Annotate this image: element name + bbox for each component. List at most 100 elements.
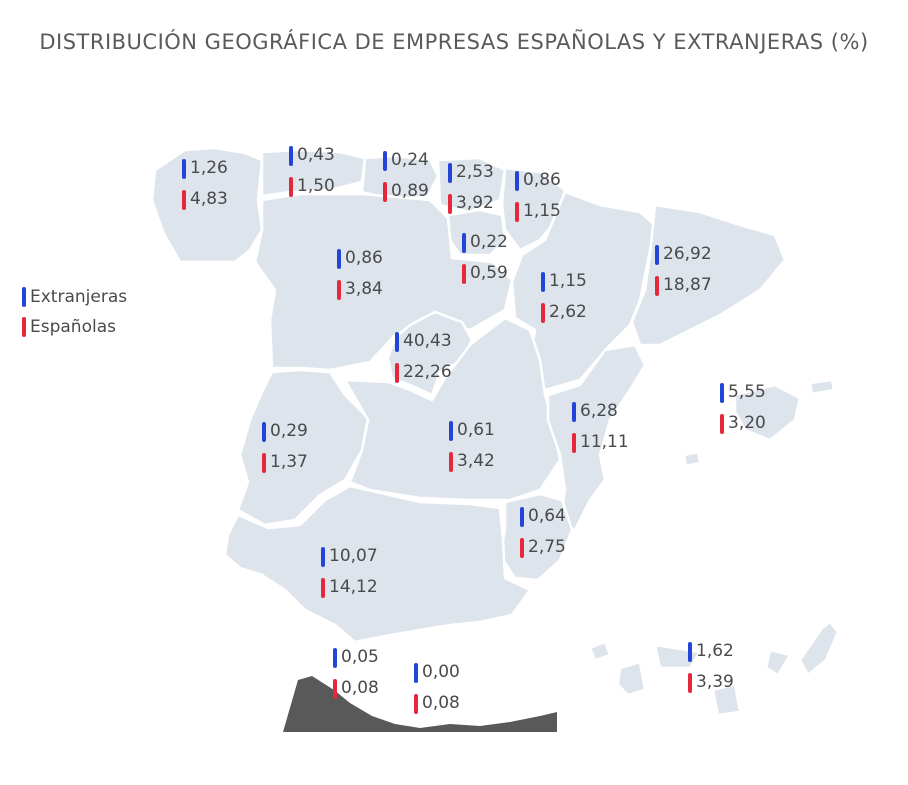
value-row-extranjeras: 40,43 — [395, 326, 452, 357]
region-canarias-1 — [588, 640, 612, 662]
marker-extranjeras — [395, 331, 399, 352]
value-label-espanolas: 0,08 — [422, 693, 460, 713]
marker-espanolas — [515, 201, 519, 222]
marker-extranjeras — [337, 248, 341, 269]
marker-extranjeras — [688, 641, 692, 662]
value-row-espanolas: 11,11 — [572, 427, 629, 458]
value-label-espanolas: 0,89 — [391, 181, 429, 201]
region-value-pair: 2,53 3,92 — [448, 157, 494, 219]
region-canarias-4 — [711, 682, 742, 717]
value-label-espanolas: 1,50 — [297, 176, 335, 196]
marker-extranjeras — [449, 420, 453, 441]
region-value-pair: 0,22 0,59 — [462, 227, 508, 289]
marker-espanolas — [337, 279, 341, 300]
region-canarias-5 — [764, 648, 792, 677]
value-label-espanolas: 2,62 — [549, 302, 587, 322]
value-label-espanolas: 0,08 — [341, 678, 379, 698]
region-value-pair: 0,43 1,50 — [289, 140, 335, 202]
value-row-extranjeras: 10,07 — [321, 541, 378, 572]
marker-extranjeras — [182, 158, 186, 179]
value-row-extranjeras: 0,24 — [383, 145, 429, 176]
marker-extranjeras — [462, 232, 466, 253]
value-label-extranjeras: 0,86 — [523, 170, 561, 190]
value-row-espanolas: 2,75 — [520, 532, 566, 563]
value-row-espanolas: 2,62 — [541, 297, 587, 328]
marker-espanolas — [541, 302, 545, 323]
value-label-extranjeras: 0,05 — [341, 647, 379, 667]
value-label-espanolas: 18,87 — [663, 275, 712, 295]
marker-extranjeras — [289, 145, 293, 166]
value-row-espanolas: 4,83 — [182, 184, 228, 215]
region-value-pair: 0,61 3,42 — [449, 415, 495, 477]
value-row-espanolas: 18,87 — [655, 270, 712, 301]
value-row-espanolas: 0,59 — [462, 258, 508, 289]
legend-item-espanolas: Españolas — [22, 312, 127, 342]
marker-espanolas — [321, 577, 325, 598]
region-aragon — [510, 190, 657, 392]
region-value-pair: 0,00 0,08 — [414, 657, 460, 719]
region-value-pair: 5,55 3,20 — [720, 377, 766, 439]
value-row-espanolas: 1,37 — [262, 447, 308, 478]
value-label-extranjeras: 0,64 — [528, 506, 566, 526]
marker-espanolas — [655, 275, 659, 296]
value-label-espanolas: 14,12 — [329, 577, 378, 597]
value-label-extranjeras: 1,62 — [696, 641, 734, 661]
value-label-espanolas: 3,92 — [456, 193, 494, 213]
value-row-extranjeras: 0,64 — [520, 501, 566, 532]
value-row-espanolas: 0,08 — [414, 688, 460, 719]
value-row-extranjeras: 5,55 — [720, 377, 766, 408]
marker-espanolas — [688, 672, 692, 693]
region-value-pair: 40,43 22,26 — [395, 326, 452, 388]
value-label-extranjeras: 0,24 — [391, 150, 429, 170]
value-label-espanolas: 1,15 — [523, 201, 561, 221]
value-label-extranjeras: 0,61 — [457, 420, 495, 440]
marker-extranjeras — [414, 662, 418, 683]
region-canarias-6 — [798, 620, 840, 677]
marker-extranjeras — [383, 150, 387, 171]
value-row-extranjeras: 0,86 — [515, 165, 561, 196]
marker-extranjeras — [333, 647, 337, 668]
legend-label-espanolas: Españolas — [30, 317, 116, 337]
value-row-extranjeras: 0,43 — [289, 140, 335, 171]
marker-extranjeras — [520, 506, 524, 527]
marker-extranjeras — [572, 401, 576, 422]
value-row-espanolas: 3,20 — [720, 408, 766, 439]
region-value-pair: 10,07 14,12 — [321, 541, 378, 603]
region-value-pair: 1,62 3,39 — [688, 636, 734, 698]
value-label-extranjeras: 0,00 — [422, 662, 460, 682]
region-pais-vasco — [436, 156, 507, 214]
value-label-espanolas: 22,26 — [403, 362, 452, 382]
region-madrid — [386, 310, 474, 397]
marker-espanolas — [448, 193, 452, 214]
marker-extranjeras — [448, 162, 452, 183]
value-label-espanolas: 3,42 — [457, 451, 495, 471]
legend-item-extranjeras: Extranjeras — [22, 282, 127, 312]
value-label-extranjeras: 40,43 — [403, 331, 452, 351]
marker-extranjeras — [720, 382, 724, 403]
value-label-extranjeras: 5,55 — [728, 382, 766, 402]
region-value-pair: 6,28 11,11 — [572, 396, 629, 458]
marker-espanolas — [520, 537, 524, 558]
region-baleares — [733, 383, 802, 442]
value-row-espanolas: 0,89 — [383, 176, 429, 207]
value-label-extranjeras: 6,28 — [580, 401, 618, 421]
value-label-extranjeras: 2,53 — [456, 162, 494, 182]
value-row-extranjeras: 2,53 — [448, 157, 494, 188]
region-value-pair: 1,15 2,62 — [541, 266, 587, 328]
value-row-extranjeras: 0,05 — [333, 642, 379, 673]
value-row-extranjeras: 1,15 — [541, 266, 587, 297]
value-row-extranjeras: 0,61 — [449, 415, 495, 446]
value-row-espanolas: 0,08 — [333, 673, 379, 704]
region-value-pair: 0,24 0,89 — [383, 145, 429, 207]
marker-espanolas — [449, 451, 453, 472]
value-label-extranjeras: 0,43 — [297, 145, 335, 165]
legend: Extranjeras Españolas — [22, 282, 127, 342]
marker-espanolas — [289, 176, 293, 197]
value-row-extranjeras: 26,92 — [655, 239, 712, 270]
value-label-extranjeras: 26,92 — [663, 244, 712, 264]
value-label-extranjeras: 10,07 — [329, 546, 378, 566]
value-label-espanolas: 0,59 — [470, 263, 508, 283]
value-label-extranjeras: 0,22 — [470, 232, 508, 252]
value-label-espanolas: 3,20 — [728, 413, 766, 433]
